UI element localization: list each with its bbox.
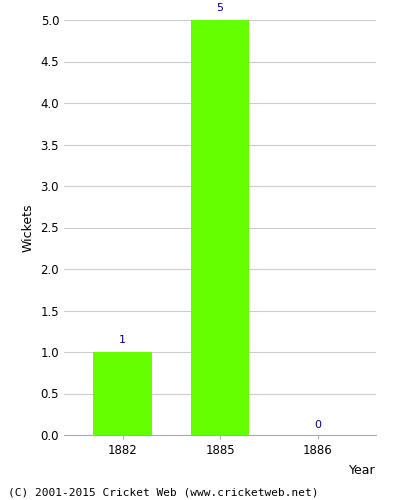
- Bar: [93, 352, 152, 435]
- Y-axis label: Wickets: Wickets: [22, 203, 35, 252]
- Text: Year: Year: [349, 464, 376, 477]
- Text: (C) 2001-2015 Cricket Web (www.cricketweb.net): (C) 2001-2015 Cricket Web (www.cricketwe…: [8, 488, 318, 498]
- Text: 0: 0: [314, 420, 321, 430]
- Bar: [191, 20, 249, 435]
- Text: 1: 1: [119, 336, 126, 345]
- Text: 5: 5: [216, 4, 224, 14]
